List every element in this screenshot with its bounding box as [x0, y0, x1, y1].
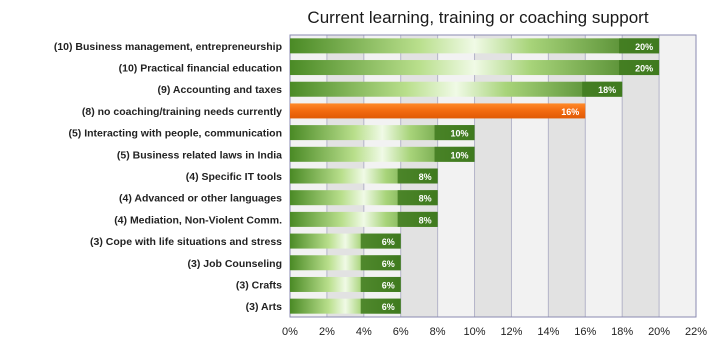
bar-highlight — [290, 103, 586, 119]
data-label: 10% — [451, 150, 469, 160]
data-label: 18% — [598, 85, 616, 95]
bar-end-shade — [619, 38, 660, 54]
bar-end-shade — [434, 125, 475, 141]
bar-end-shade — [360, 255, 401, 271]
data-label: 6% — [382, 237, 395, 247]
bar-end-shade — [360, 298, 401, 314]
category-label: (10) Practical financial education — [119, 63, 282, 75]
chart-title: Current learning, training or coaching s… — [307, 8, 649, 27]
x-tick-label: 16% — [574, 326, 596, 338]
bar — [290, 125, 475, 141]
data-label: 6% — [382, 280, 395, 290]
x-tick-label: 4% — [356, 326, 372, 338]
data-label: 6% — [382, 302, 395, 312]
category-label: (9) Accounting and taxes — [158, 84, 283, 96]
x-tick-label: 22% — [685, 326, 707, 338]
category-label: (5) Business related laws in India — [117, 149, 282, 161]
bar-end-shade — [397, 211, 438, 227]
x-tick-label: 14% — [537, 326, 559, 338]
data-label: 8% — [419, 194, 432, 204]
category-label: (4) Advanced or other languages — [119, 193, 282, 205]
category-label: (10) Business management, entrepreneursh… — [54, 41, 282, 53]
data-label: 8% — [419, 172, 432, 182]
x-tick-label: 18% — [611, 326, 633, 338]
category-label: (3) Crafts — [236, 279, 282, 291]
category-labels: (10) Business management, entrepreneursh… — [54, 41, 282, 313]
x-tick-label: 10% — [464, 326, 486, 338]
x-tick-label: 0% — [282, 326, 298, 338]
bar-end-shade — [434, 146, 475, 162]
bar-end-shade — [360, 276, 401, 292]
bar — [290, 81, 623, 97]
category-label: (4) Mediation, Non-Violent Comm. — [114, 214, 282, 226]
x-axis-ticks: 0% 2% 4% 6% 8% 10% 12% 14% 16% 18% 20% 22% — [282, 326, 707, 338]
plot-band — [474, 35, 512, 317]
data-label: 20% — [635, 64, 653, 74]
category-label: (4) Specific IT tools — [186, 171, 282, 183]
x-tick-label: 20% — [648, 326, 670, 338]
bars: 20% 20% 18% 16% 10% 10% 8% 8% 8% 6% 6% 6% 6% — [290, 38, 660, 314]
category-label: (5) Interacting with people, communicati… — [68, 128, 282, 140]
bar — [290, 60, 660, 76]
bar-end-shade — [397, 190, 438, 206]
data-label: 10% — [451, 129, 469, 139]
bar-end-shade — [360, 233, 401, 249]
data-label: 20% — [635, 42, 653, 52]
x-tick-label: 8% — [430, 326, 446, 338]
data-label: 8% — [419, 215, 432, 225]
category-label: (3) Cope with life situations and stress — [90, 236, 282, 248]
bar — [290, 146, 475, 162]
data-label: 16% — [561, 107, 579, 117]
category-label: (3) Arts — [246, 301, 283, 313]
category-label: (3) Job Counseling — [188, 258, 283, 270]
category-label: (8) no coaching/training needs currently — [82, 106, 282, 118]
bar-end-shade — [582, 81, 623, 97]
plot-band — [622, 35, 660, 317]
x-tick-label: 2% — [319, 326, 335, 338]
bar-end-shade — [397, 168, 438, 184]
x-tick-label: 12% — [500, 326, 522, 338]
x-tick-label: 6% — [393, 326, 409, 338]
plot-band — [548, 35, 586, 317]
data-label: 6% — [382, 259, 395, 269]
bar — [290, 38, 660, 54]
bar-end-shade — [619, 60, 660, 76]
